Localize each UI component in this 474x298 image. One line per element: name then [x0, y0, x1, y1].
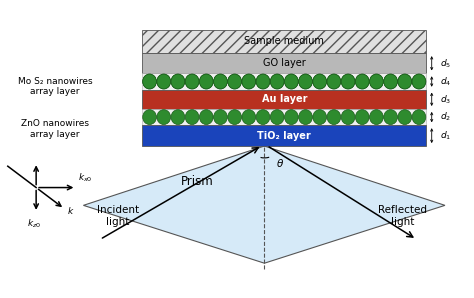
Text: ZnO nanowires
array layer: ZnO nanowires array layer [21, 119, 89, 139]
Text: TiO₂ layer: TiO₂ layer [257, 131, 311, 141]
Text: $k_{z0}$: $k_{z0}$ [27, 217, 41, 230]
Ellipse shape [185, 110, 199, 125]
Ellipse shape [157, 74, 171, 89]
Text: Reflected
light: Reflected light [378, 205, 427, 226]
Text: $\theta$: $\theta$ [276, 157, 284, 169]
Ellipse shape [356, 74, 369, 89]
Ellipse shape [299, 74, 312, 89]
Text: $d_1$: $d_1$ [440, 129, 451, 142]
Bar [143, 125, 426, 146]
Text: $k$: $k$ [67, 205, 74, 216]
Ellipse shape [313, 74, 327, 89]
Bar [143, 90, 426, 109]
Ellipse shape [284, 74, 298, 89]
Ellipse shape [242, 110, 255, 125]
Ellipse shape [313, 74, 327, 89]
Ellipse shape [200, 74, 213, 89]
Bar [143, 53, 426, 73]
Ellipse shape [284, 110, 298, 125]
Ellipse shape [157, 110, 171, 125]
Ellipse shape [228, 74, 241, 89]
Ellipse shape [341, 74, 355, 89]
Ellipse shape [214, 74, 228, 89]
Ellipse shape [398, 74, 411, 89]
Text: $d_5$: $d_5$ [440, 57, 451, 69]
Ellipse shape [327, 110, 341, 125]
Ellipse shape [341, 74, 355, 89]
Ellipse shape [228, 110, 241, 125]
Ellipse shape [384, 110, 398, 125]
Ellipse shape [313, 110, 327, 125]
Ellipse shape [143, 74, 156, 89]
Ellipse shape [171, 74, 185, 89]
Ellipse shape [412, 110, 426, 125]
Ellipse shape [356, 110, 369, 125]
Ellipse shape [143, 110, 156, 125]
Ellipse shape [200, 110, 213, 125]
Ellipse shape [398, 74, 411, 89]
Ellipse shape [157, 74, 171, 89]
Ellipse shape [270, 74, 284, 89]
Text: GO layer: GO layer [263, 58, 306, 68]
Ellipse shape [370, 74, 383, 89]
Ellipse shape [242, 74, 255, 89]
Ellipse shape [185, 74, 199, 89]
Text: $d_2$: $d_2$ [440, 111, 451, 123]
Ellipse shape [214, 74, 228, 89]
Ellipse shape [200, 74, 213, 89]
Ellipse shape [384, 74, 398, 89]
Text: Sample medium: Sample medium [244, 36, 324, 46]
Ellipse shape [228, 74, 241, 89]
Ellipse shape [185, 74, 199, 89]
Ellipse shape [256, 74, 270, 89]
Text: $d_3$: $d_3$ [440, 93, 451, 105]
Ellipse shape [299, 110, 312, 125]
Ellipse shape [327, 74, 341, 89]
Ellipse shape [398, 110, 411, 125]
Text: Mo S₂ nanowires
array layer: Mo S₂ nanowires array layer [18, 77, 92, 97]
Text: Incident
light: Incident light [97, 205, 139, 226]
Ellipse shape [412, 74, 426, 89]
Ellipse shape [270, 74, 284, 89]
Text: $k_{x0}$: $k_{x0}$ [78, 172, 92, 184]
Ellipse shape [341, 110, 355, 125]
Ellipse shape [171, 74, 185, 89]
Ellipse shape [242, 74, 255, 89]
Ellipse shape [284, 74, 298, 89]
Text: Au layer: Au layer [262, 94, 307, 104]
Text: Prism: Prism [181, 175, 213, 188]
Bar [143, 73, 426, 90]
Text: $d_4$: $d_4$ [440, 75, 452, 88]
Ellipse shape [412, 74, 426, 89]
Ellipse shape [270, 110, 284, 125]
Ellipse shape [214, 110, 228, 125]
Ellipse shape [299, 74, 312, 89]
Ellipse shape [256, 110, 270, 125]
Ellipse shape [370, 110, 383, 125]
Bar [143, 109, 426, 125]
Ellipse shape [327, 74, 341, 89]
Ellipse shape [256, 74, 270, 89]
Ellipse shape [171, 110, 185, 125]
Bar [143, 30, 426, 53]
Polygon shape [83, 146, 445, 263]
Ellipse shape [370, 74, 383, 89]
Ellipse shape [356, 74, 369, 89]
Ellipse shape [384, 74, 398, 89]
Ellipse shape [143, 74, 156, 89]
